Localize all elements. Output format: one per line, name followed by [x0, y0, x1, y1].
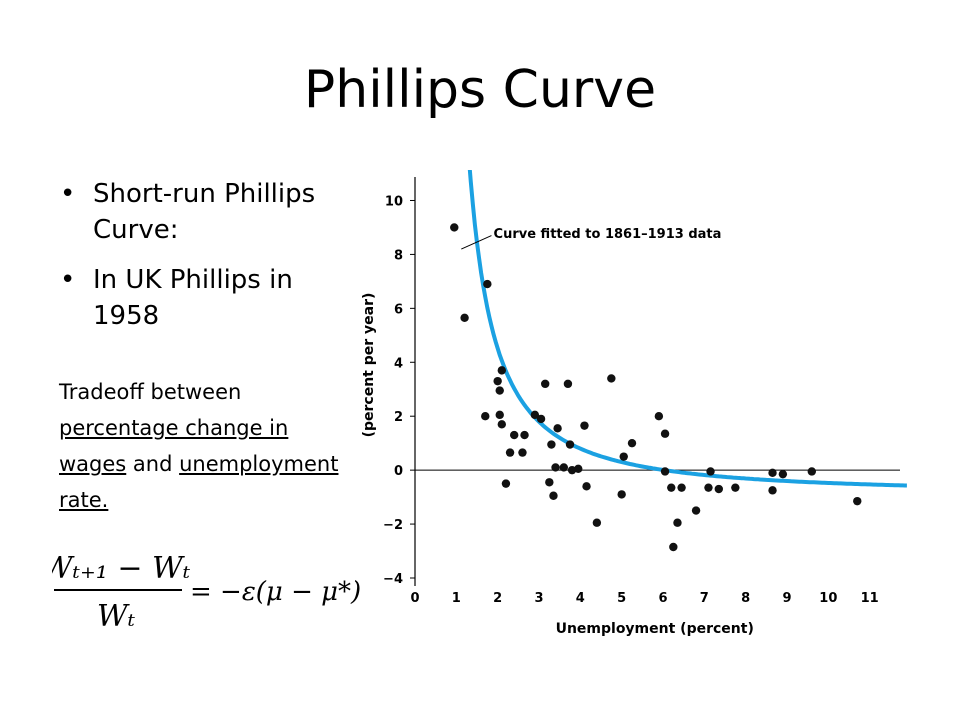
data-point: [547, 440, 556, 449]
data-point: [483, 279, 492, 289]
bullet-short-run: Short-run Phillips Curve:: [60, 176, 360, 248]
note-text-1: Tradeoff between: [59, 380, 242, 404]
data-point: [495, 410, 504, 420]
slide-title: Phillips Curve: [303, 60, 657, 120]
data-point: [627, 438, 637, 448]
data-point: [497, 420, 506, 429]
data-point: [559, 463, 568, 472]
x-tick-label: 9: [782, 591, 791, 606]
y-tick-label: −4: [383, 572, 403, 587]
note-text-2: and: [126, 452, 180, 476]
data-point: [660, 429, 670, 438]
tradeoff-note: Tradeoff between percentage change in wa…: [59, 374, 349, 518]
data-point: [807, 467, 816, 476]
x-tick-label: 4: [576, 591, 585, 606]
data-point: [582, 482, 591, 491]
data-point: [501, 479, 511, 488]
data-point: [768, 486, 777, 495]
data-point: [518, 448, 527, 457]
data-point: [510, 430, 519, 440]
bullet-list: Short-run Phillips Curve: In UK Phillips…: [60, 176, 360, 348]
x-tick-label: 2: [493, 591, 502, 606]
data-point: [505, 448, 515, 457]
formula-numerator: Wₜ₊₁ − Wₜ: [52, 551, 191, 586]
x-tick-label: 7: [700, 591, 709, 606]
y-tick-label: 0: [394, 464, 403, 479]
curve-annotation: Curve fitted to 1861–1913 data: [494, 227, 722, 242]
y-tick-label: 2: [394, 410, 403, 425]
data-point: [660, 467, 670, 476]
data-point: [520, 430, 529, 440]
data-point: [553, 424, 562, 433]
data-point: [495, 386, 504, 395]
wage-change-formula: Wₜ₊₁ − Wₜ Wₜ = −ε(μ − μ*): [52, 551, 361, 634]
y-tick-label: 8: [394, 248, 403, 263]
data-point: [673, 518, 682, 527]
data-point: [619, 452, 628, 461]
data-point: [691, 506, 701, 515]
data-point: [481, 412, 490, 421]
data-point: [493, 376, 502, 386]
data-point: [551, 463, 560, 472]
y-tick-label: −2: [383, 518, 403, 533]
data-point: [768, 468, 777, 478]
x-tick-label: 5: [617, 591, 626, 606]
y-tick-label: 4: [394, 356, 403, 371]
data-point: [778, 469, 788, 479]
data-points: [450, 223, 862, 552]
formula-denominator: Wₜ: [97, 599, 136, 634]
x-tick-label: 1: [452, 591, 461, 606]
x-tick-labels: 0 1 2 3 4 5 6 7 8 9 10 11: [410, 591, 878, 606]
data-point: [607, 374, 616, 383]
data-point: [617, 490, 626, 499]
note-wages-term: percentage change in wages: [59, 416, 289, 476]
x-tick-label: 8: [741, 591, 750, 606]
data-point: [563, 379, 573, 389]
data-point: [853, 496, 862, 506]
formula-rhs: = −ε(μ − μ*): [190, 577, 361, 607]
y-tick-label: 6: [394, 302, 403, 317]
x-tick-label: 11: [861, 591, 879, 606]
y-tick-label: 10: [385, 194, 403, 209]
data-point: [592, 518, 602, 527]
phillips-chart: −4 −2 0 2 4 6 8 10 0 1 2 3 4 5 6 7 8 9 10 11 Curve fitted …: [361, 170, 907, 637]
data-point: [530, 410, 540, 420]
data-point: [536, 414, 546, 424]
data-point: [731, 483, 740, 492]
annotation-leader: [461, 235, 492, 250]
x-tick-label: 6: [658, 591, 667, 606]
data-point: [565, 440, 575, 449]
x-axis-label: Unemployment (percent): [556, 621, 754, 637]
x-tick-label: 10: [819, 591, 837, 606]
data-point: [541, 379, 550, 389]
data-point: [497, 366, 506, 375]
data-point: [460, 313, 469, 322]
data-point: [580, 421, 589, 430]
data-point: [677, 483, 686, 492]
data-point: [714, 484, 723, 494]
data-point: [545, 478, 554, 487]
data-point: [704, 483, 713, 492]
y-tick-labels: −4 −2 0 2 4 6 8 10: [383, 194, 415, 587]
data-point: [654, 412, 664, 421]
y-axis-label: (percent per year): [361, 293, 377, 438]
note-unemployment-term: unemployment rate.: [59, 452, 339, 512]
data-point: [549, 491, 558, 500]
bullet-uk-phillips: In UK Phillips in 1958: [60, 262, 360, 334]
data-point: [574, 464, 583, 473]
data-point: [667, 483, 676, 492]
data-point: [450, 223, 459, 232]
data-point: [669, 542, 678, 552]
data-point: [706, 467, 715, 476]
x-tick-label: 0: [410, 591, 419, 606]
x-tick-label: 3: [534, 591, 543, 606]
